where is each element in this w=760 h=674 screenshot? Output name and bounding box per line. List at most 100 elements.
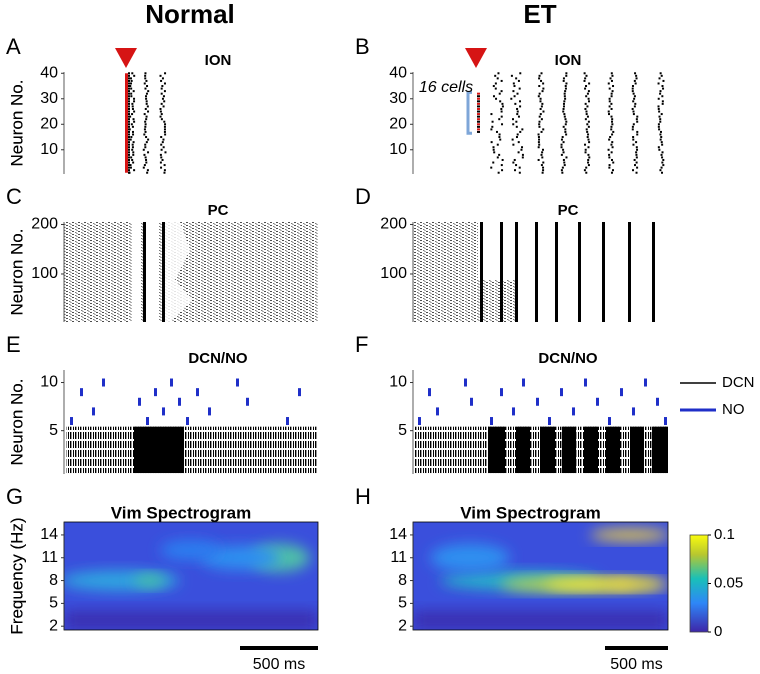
spike [144,107,147,110]
panel-title: DCN/NO [538,350,597,367]
spike [160,102,163,105]
spike [659,90,662,93]
spike [662,158,665,161]
spike [537,141,540,144]
spike [514,169,517,172]
spike [145,136,148,139]
y-axis-label: Neuron No. [7,379,26,466]
spike [564,118,567,121]
spike [128,85,130,88]
dcn-burst [540,426,555,474]
scale-bar-label: 500 ms [253,656,305,673]
spike [147,110,150,113]
spike [145,79,148,82]
spike [563,113,566,116]
spike [129,85,132,88]
spike [538,92,541,95]
y-tick-label: 10 [40,141,58,158]
spike [612,130,615,133]
spike [659,169,662,172]
spike [513,158,516,161]
y-tick-label: 5 [398,595,407,612]
legend-label: DCN [722,374,755,391]
spike [495,130,498,133]
spike [164,72,167,75]
spike [610,107,613,110]
spectrogram [413,522,668,630]
spike [587,158,590,161]
spike [541,148,544,151]
spike [477,92,480,95]
spike [128,115,130,118]
spike [144,87,147,90]
no-spike [656,397,659,406]
spike [516,110,519,113]
spike [159,115,162,118]
spike [164,123,167,126]
panel-letter: E [6,332,21,357]
spike [631,128,634,131]
spike [500,90,503,93]
spike [610,115,613,118]
spike [128,82,130,85]
no-spike [418,417,421,426]
spike [632,123,635,126]
spike [632,138,635,141]
spike [632,169,635,172]
spike [564,90,567,93]
spike [634,102,637,105]
spike [160,166,163,169]
spike [635,141,638,144]
y-tick-label: 11 [390,549,407,566]
spike [143,153,146,156]
spike [500,115,503,118]
spike [491,125,494,128]
no-spike [428,388,431,397]
spike [128,164,130,167]
spike [498,92,501,95]
spike [130,156,133,159]
spike [611,90,614,93]
spike [539,97,542,100]
spike [561,166,564,169]
spike [660,141,663,144]
spike [540,105,543,108]
spike [631,85,634,88]
spike [128,125,130,128]
y-axis-label: Neuron No. [7,80,26,167]
no-spike [102,378,105,387]
spike [496,143,499,146]
spike [542,169,545,172]
spike [143,128,146,131]
spike [661,95,664,98]
spike [607,148,610,151]
spike [565,82,568,85]
spike [586,115,589,118]
spike-band [652,222,655,322]
spike [540,118,543,121]
spike [498,133,501,136]
spike [539,107,542,110]
panel-letter: D [355,184,371,209]
spike [659,118,662,121]
spike [145,92,148,95]
spike [147,151,150,154]
spike [521,156,524,159]
spike [500,79,503,82]
spike [584,118,587,121]
spike [496,156,499,159]
spike [163,90,166,93]
spike [609,136,612,139]
spike [130,136,133,139]
y-tick-label: 40 [389,64,407,81]
spike [129,166,132,169]
spike [587,161,590,164]
annotation: 16 cells [419,79,473,96]
spike [587,125,590,128]
spike [145,115,148,118]
spike [128,171,130,174]
spike [159,74,162,77]
spike [633,105,636,108]
spike [584,143,587,146]
no-spike [560,388,563,397]
